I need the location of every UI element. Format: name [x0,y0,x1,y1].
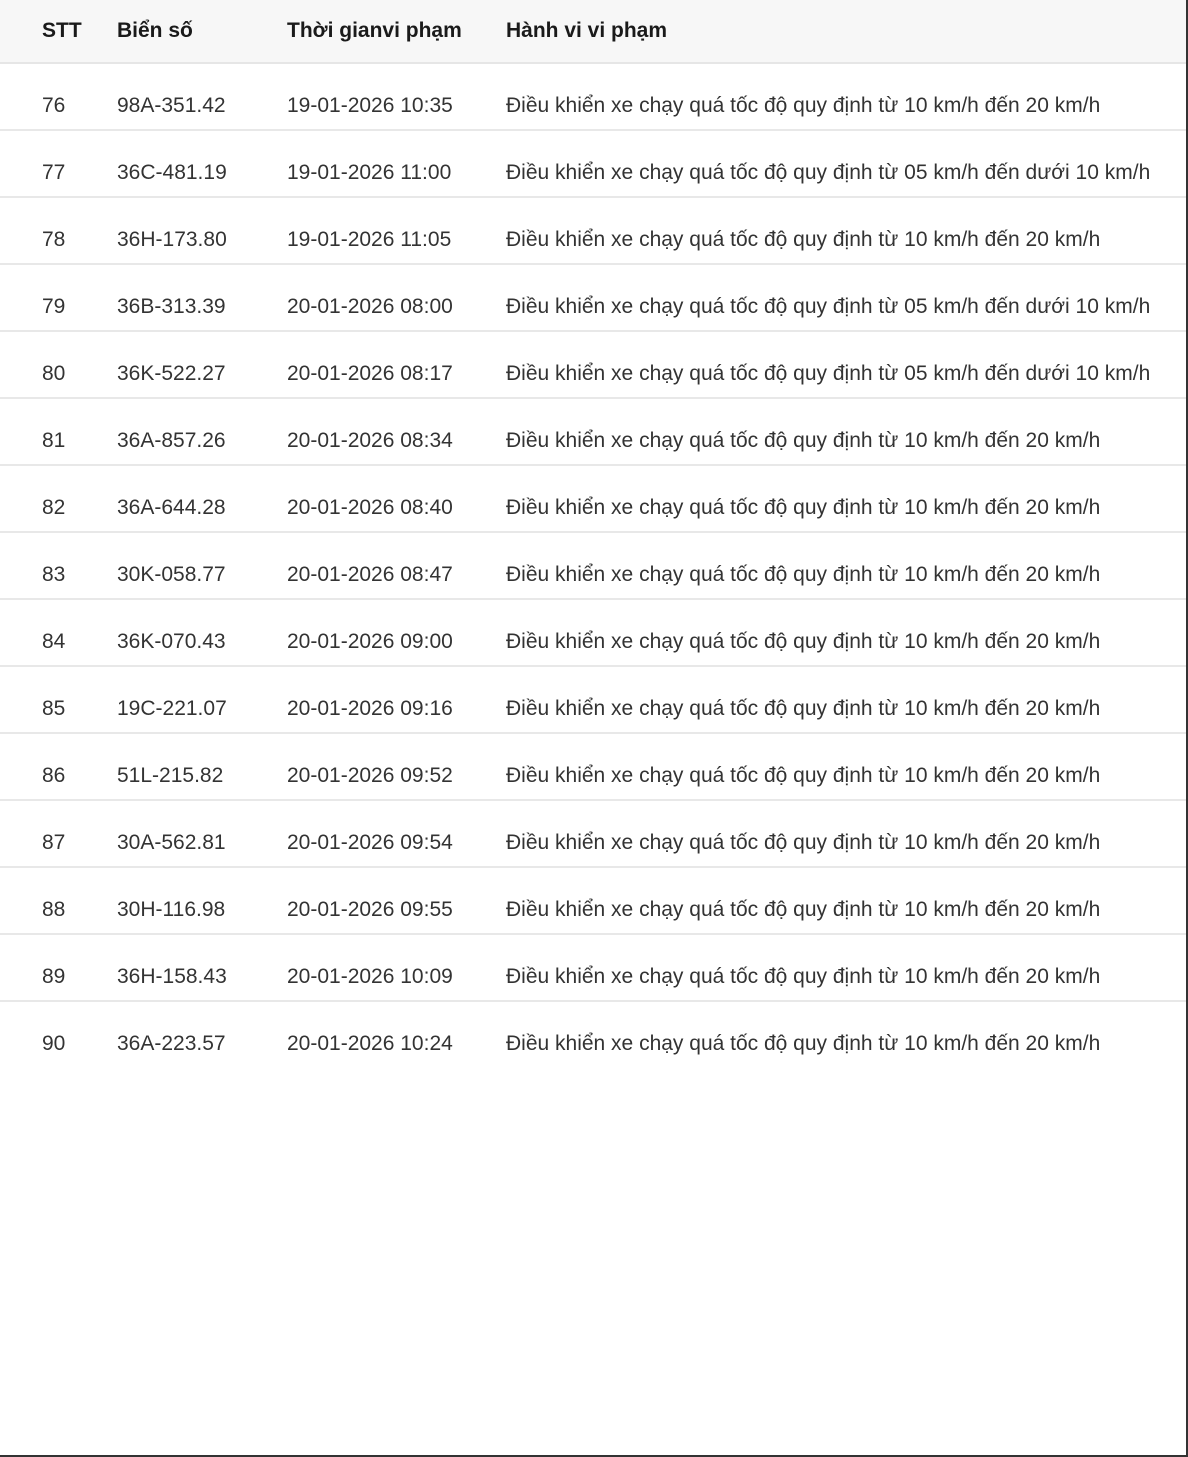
cell-violation: Điều khiển xe chạy quá tốc độ quy định t… [506,532,1186,600]
cell-violation: Điều khiển xe chạy quá tốc độ quy định t… [506,398,1186,466]
cell-plate: 36B-313.39 [117,264,287,332]
cell-time: 20-01-2026 08:34 [287,398,506,466]
cell-plate: 30K-058.77 [117,532,287,600]
table-row: 80 36K-522.27 20-01-2026 08:17 Điều khiển x… [0,331,1186,399]
table-row: 83 30K-058.77 20-01-2026 08:47 Điều khiển x… [0,532,1186,600]
cell-time: 20-01-2026 09:54 [287,800,506,868]
table-row: 88 30H-116.98 20-01-2026 09:55 Điều khiển x… [0,867,1186,935]
cell-time: 20-01-2026 09:00 [287,599,506,667]
cell-time: 20-01-2026 08:17 [287,331,506,399]
cell-time: 19-01-2026 11:05 [287,197,506,265]
cell-time: 20-01-2026 10:09 [287,934,506,1002]
cell-violation: Điều khiển xe chạy quá tốc độ quy định t… [506,264,1186,332]
table-row: 81 36A-857.26 20-01-2026 08:34 Điều khiển x… [0,398,1186,466]
cell-stt: 76 [0,63,117,131]
cell-plate: 98A-351.42 [117,63,287,131]
cell-violation: Điều khiển xe chạy quá tốc độ quy định t… [506,331,1186,399]
table-row: 77 36C-481.19 19-01-2026 11:00 Điều khiển x… [0,130,1186,198]
cell-time: 20-01-2026 09:55 [287,867,506,935]
table-row: 89 36H-158.43 20-01-2026 10:09 Điều khiển x… [0,934,1186,1002]
cell-plate: 30H-116.98 [117,867,287,935]
cell-violation: Điều khiển xe chạy quá tốc độ quy định t… [506,867,1186,935]
cell-violation: Điều khiển xe chạy quá tốc độ quy định t… [506,63,1186,131]
cell-stt: 85 [0,666,117,734]
cell-plate: 19C-221.07 [117,666,287,734]
header-plate: Biển số [117,0,287,64]
table-row: 82 36A-644.28 20-01-2026 08:40 Điều khiển x… [0,465,1186,533]
cell-violation: Điều khiển xe chạy quá tốc độ quy định t… [506,934,1186,1002]
violations-table: STT Biển số Thời gianvi phạm Hành vi vi … [0,0,1186,1068]
cell-stt: 90 [42,1032,66,1055]
cell-plate: 36C-481.19 [117,130,287,198]
cell-plate: 51L-215.82 [117,733,287,801]
table-row: 79 36B-313.39 20-01-2026 08:00 Điều khiển x… [0,264,1186,332]
header-time: Thời gianvi phạm [287,0,506,64]
cell-stt: 87 [0,800,117,868]
table-row: 86 51L-215.82 20-01-2026 09:52 Điều khiển x… [0,733,1186,801]
cell-violation: Điều khiển xe chạy quá tốc độ quy định t… [506,599,1186,667]
cell-time: 20-01-2026 08:00 [287,264,506,332]
table-row: 90 36A-223.57 20-01-2026 10:24 Điều khiển x… [0,1001,1186,1068]
cell-time: 20-01-2026 09:16 [287,666,506,734]
table-row: 78 36H-173.80 19-01-2026 11:05 Điều khiển x… [0,197,1186,265]
cell-time: 20-01-2026 10:24 [287,1032,453,1055]
cell-plate: 36K-522.27 [117,331,287,399]
cell-plate: 36A-644.28 [117,465,287,533]
cell-stt: 88 [0,867,117,935]
cell-time: 20-01-2026 09:52 [287,733,506,801]
cell-stt: 81 [0,398,117,466]
cell-stt: 82 [0,465,117,533]
cell-time: 20-01-2026 08:47 [287,532,506,600]
cell-plate: 36H-158.43 [117,934,287,1002]
cell-violation: Điều khiển xe chạy quá tốc độ quy định t… [506,465,1186,533]
cell-plate: 36K-070.43 [117,599,287,667]
cell-stt: 83 [0,532,117,600]
cell-plate: 36A-223.57 [117,1032,226,1055]
table-row: 76 98A-351.42 19-01-2026 10:35 Điều khiển x… [0,63,1186,131]
cell-time: 19-01-2026 11:00 [287,130,506,198]
cell-time: 20-01-2026 08:40 [287,465,506,533]
cell-plate: 36H-173.80 [117,197,287,265]
cell-plate: 30A-562.81 [117,800,287,868]
cell-violation: Điều khiển xe chạy quá tốc độ quy định t… [506,800,1186,868]
table-row: 84 36K-070.43 20-01-2026 09:00 Điều khiển x… [0,599,1186,667]
table-header-row: STT Biển số Thời gianvi phạm Hành vi vi … [0,0,1186,64]
header-violation: Hành vi vi phạm [506,0,1186,64]
cell-violation: Điều khiển xe chạy quá tốc độ quy định t… [506,1032,1101,1055]
cell-violation: Điều khiển xe chạy quá tốc độ quy định t… [506,130,1186,198]
cell-plate: 36A-857.26 [117,398,287,466]
table-row: 87 30A-562.81 20-01-2026 09:54 Điều khiển x… [0,800,1186,868]
cell-stt: 89 [0,934,117,1002]
cell-stt: 78 [0,197,117,265]
cell-stt: 77 [0,130,117,198]
cell-stt: 86 [0,733,117,801]
cell-time: 19-01-2026 10:35 [287,63,506,131]
cell-stt: 80 [0,331,117,399]
table-row: 85 19C-221.07 20-01-2026 09:16 Điều khiển x… [0,666,1186,734]
header-stt: STT [0,0,117,64]
cell-stt: 84 [0,599,117,667]
cell-stt: 79 [0,264,117,332]
cell-violation: Điều khiển xe chạy quá tốc độ quy định t… [506,733,1186,801]
cell-violation: Điều khiển xe chạy quá tốc độ quy định t… [506,197,1186,265]
cell-violation: Điều khiển xe chạy quá tốc độ quy định t… [506,666,1186,734]
